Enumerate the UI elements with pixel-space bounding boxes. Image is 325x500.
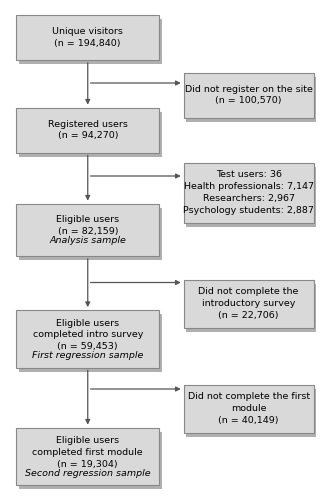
FancyBboxPatch shape bbox=[16, 310, 159, 368]
FancyBboxPatch shape bbox=[19, 208, 162, 260]
Text: Registered users
(n = 94,270): Registered users (n = 94,270) bbox=[48, 120, 128, 141]
FancyBboxPatch shape bbox=[184, 162, 314, 222]
Text: Test users: 36
Health professionals: 7,147
Researchers: 2,967
Psychology student: Test users: 36 Health professionals: 7,1… bbox=[183, 170, 314, 214]
FancyBboxPatch shape bbox=[186, 166, 316, 226]
Text: Eligible users
(n = 82,159): Eligible users (n = 82,159) bbox=[56, 216, 119, 236]
Text: Unique visitors
(n = 194,840): Unique visitors (n = 194,840) bbox=[52, 27, 123, 48]
FancyBboxPatch shape bbox=[16, 428, 159, 485]
FancyBboxPatch shape bbox=[16, 204, 159, 256]
FancyBboxPatch shape bbox=[186, 76, 316, 122]
Text: Eligible users
completed intro survey
(n = 59,453): Eligible users completed intro survey (n… bbox=[32, 318, 143, 351]
FancyBboxPatch shape bbox=[19, 314, 162, 372]
FancyBboxPatch shape bbox=[19, 19, 162, 64]
FancyBboxPatch shape bbox=[19, 112, 162, 156]
FancyBboxPatch shape bbox=[186, 284, 316, 332]
Text: Second regression sample: Second regression sample bbox=[25, 468, 150, 477]
Text: Analysis sample: Analysis sample bbox=[49, 236, 126, 244]
FancyBboxPatch shape bbox=[184, 72, 314, 118]
FancyBboxPatch shape bbox=[16, 15, 159, 60]
Text: Did not complete the
introductory survey
(n = 22,706): Did not complete the introductory survey… bbox=[199, 288, 299, 320]
Text: First regression sample: First regression sample bbox=[32, 351, 143, 360]
Text: Eligible users
completed first module
(n = 19,304): Eligible users completed first module (n… bbox=[32, 436, 143, 468]
Text: Did not register on the site
(n = 100,570): Did not register on the site (n = 100,57… bbox=[185, 84, 313, 105]
FancyBboxPatch shape bbox=[16, 108, 159, 152]
FancyBboxPatch shape bbox=[184, 385, 314, 432]
FancyBboxPatch shape bbox=[186, 389, 316, 436]
FancyBboxPatch shape bbox=[184, 280, 314, 328]
Text: Did not complete the first
module
(n = 40,149): Did not complete the first module (n = 4… bbox=[188, 392, 310, 425]
FancyBboxPatch shape bbox=[19, 432, 162, 489]
